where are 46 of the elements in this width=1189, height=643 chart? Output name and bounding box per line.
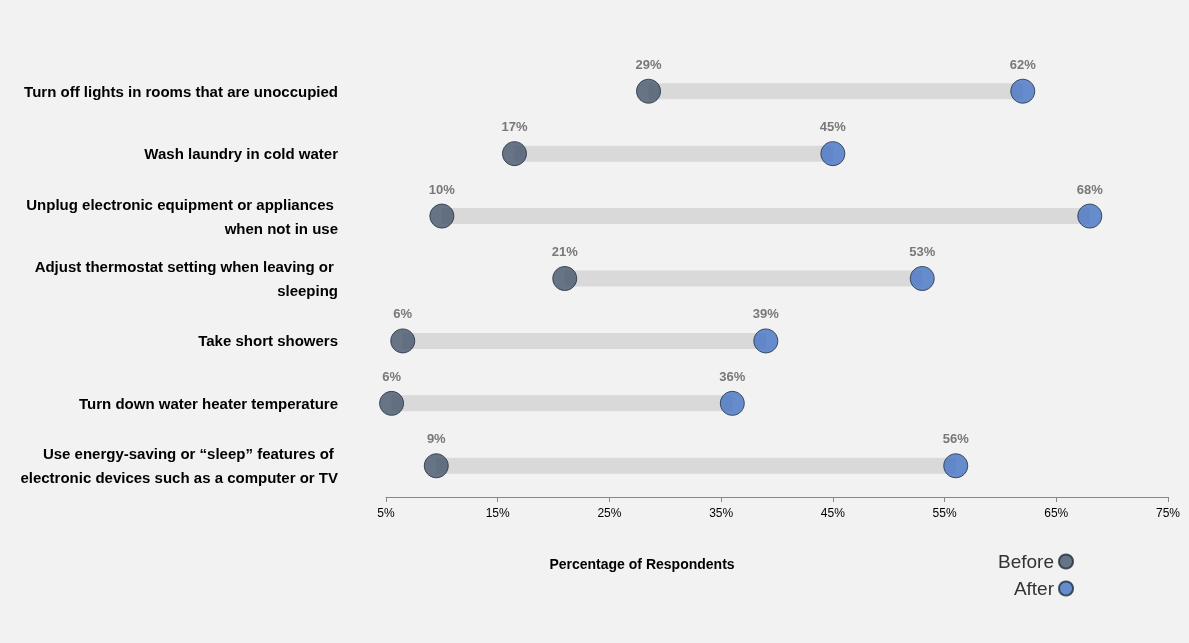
data-label: 29% [635,56,662,72]
point [502,141,527,167]
data-label: 21% [551,244,579,259]
point [943,453,969,479]
x-tick-label: 45% [820,506,846,520]
point [636,78,662,104]
x-tick-label: 25% [597,506,622,520]
data-label: 56% [942,431,970,447]
point [719,390,745,416]
data-label: 45% [819,119,847,135]
data-label: 10% [428,181,456,197]
point [1010,78,1036,104]
y-tick-label: Turn down water heater temperature [79,394,338,412]
data-label: 53% [909,244,936,259]
point [820,141,846,167]
y-tick-label: Adjust thermostat setting when leaving or sleeping [34,258,338,299]
data-label: 9% [426,431,447,447]
legend-label: After [1013,578,1055,599]
point [552,266,578,291]
x-tick-label: 55% [932,506,957,520]
x-tick-label: 35% [709,506,734,520]
point [429,203,455,229]
point [753,328,779,354]
data-label: 6% [382,368,402,384]
data-label: 68% [1076,181,1104,197]
point [1077,203,1103,229]
data-label: 6% [393,306,413,322]
x-tick-label: 15% [485,506,511,520]
data-label: 36% [719,368,746,384]
y-tick-label: Unplug electronic equipment or appliances when not in use [26,195,338,237]
y-tick-label: Turn off lights in rooms that are unoccupied [24,82,338,100]
data-label: 17% [501,119,528,135]
y-tick-label: Wash laundry in cold water [144,145,339,163]
x-axis-title: Percentage of Respondents [549,556,735,572]
x-tick-label: 75% [1155,506,1181,520]
x-tick-label: 65% [1044,506,1069,520]
data-label: 39% [752,306,780,322]
x-tick-label: 5% [377,506,395,520]
point [423,453,449,479]
legend-label: Before [998,551,1054,572]
data-label: 62% [1009,56,1037,72]
point [909,266,935,291]
point [379,390,405,416]
y-tick-label: Take short showers [198,332,338,350]
point [390,328,416,354]
y-tick-label: Use energy-saving or “sleep” features of electronic devices such as a computer or TV [20,445,338,487]
